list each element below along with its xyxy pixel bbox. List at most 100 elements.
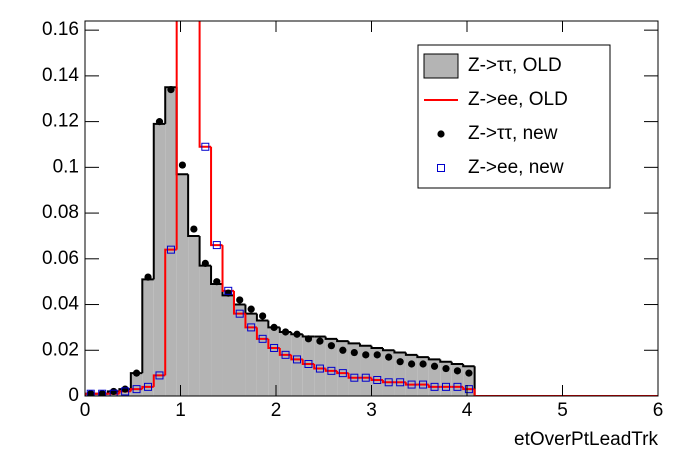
- data-point: [86, 389, 95, 396]
- data-point: [293, 330, 301, 338]
- histogram-step: [347, 373, 361, 379]
- histogram-step: [175, 21, 178, 250]
- legend: Z->ττ, OLD Z->ee, OLD Z->ττ, new Z->ee, new: [417, 44, 611, 189]
- histogram-bar: [451, 363, 464, 396]
- histogram-bar: [256, 320, 269, 396]
- histogram-step: [381, 379, 395, 384]
- histogram-step: [255, 313, 269, 322]
- histogram-step: [404, 352, 418, 356]
- histogram-step: [370, 377, 383, 381]
- legend-swatch: [437, 164, 445, 172]
- legend-swatch: [437, 130, 445, 138]
- histogram-step: [381, 347, 395, 352]
- data-point: [338, 369, 347, 378]
- y-tick-label: 0.12: [42, 111, 79, 132]
- data-point: [201, 259, 209, 267]
- data-point: [247, 305, 255, 313]
- histogram-step: [347, 341, 361, 345]
- legend-label: Z->ττ, OLD: [468, 55, 562, 76]
- histogram-bar: [371, 347, 383, 396]
- x-tick-label: 3: [366, 400, 377, 421]
- histogram-bar: [279, 331, 292, 396]
- histogram-bar: [440, 361, 452, 396]
- histogram-bar: [199, 265, 212, 396]
- histogram-bar: [405, 354, 418, 396]
- histogram-bar: [245, 313, 257, 396]
- data-point: [293, 355, 302, 364]
- x-tick-label: 1: [175, 400, 186, 421]
- data-point: [373, 351, 381, 359]
- data-point: [419, 380, 428, 389]
- histogram-bar: [142, 279, 154, 396]
- histogram-bar: [382, 350, 395, 396]
- plot-area: [85, 21, 658, 396]
- data-point: [350, 348, 358, 357]
- data-point: [247, 323, 256, 332]
- data-point: [430, 382, 439, 391]
- data-point: [259, 312, 267, 320]
- x-tick-label: 4: [462, 400, 473, 421]
- histogram-step: [462, 386, 475, 391]
- data-point: [87, 390, 95, 396]
- y-tick-label: 0.04: [42, 294, 79, 315]
- histogram-step: [324, 336, 338, 340]
- data-point: [385, 353, 393, 361]
- data-point: [224, 286, 233, 295]
- histogram-step: [416, 354, 429, 359]
- histogram-bar: [428, 359, 441, 396]
- data-point: [132, 369, 141, 377]
- data-point: [190, 225, 198, 233]
- data-point: [419, 360, 427, 368]
- histogram-bar: [314, 336, 326, 396]
- data-point: [373, 375, 382, 384]
- data-point: [144, 273, 152, 281]
- histogram-bar: [176, 174, 189, 396]
- histogram-bar: [463, 366, 475, 396]
- data-point: [98, 390, 106, 396]
- data-point: [213, 278, 221, 286]
- histogram-bar: [302, 336, 315, 396]
- histogram-step: [141, 385, 154, 390]
- histogram-step: [427, 357, 441, 361]
- y-tick-label: 0.06: [42, 248, 79, 269]
- histogram-step: [439, 359, 452, 363]
- legend-label: Z->ττ, new: [468, 123, 558, 144]
- histogram-step: [198, 21, 212, 148]
- x-axis-label: etOverPtLeadTrk: [514, 429, 658, 450]
- histogram-bar: [222, 295, 234, 396]
- data-point: [304, 335, 313, 343]
- histogram-step: [255, 327, 269, 340]
- legend-swatch: [423, 53, 459, 79]
- histogram-bar: [130, 373, 143, 396]
- histogram-step: [370, 345, 383, 349]
- data-point: [327, 342, 335, 350]
- data-point: [270, 343, 279, 352]
- data-point: [155, 371, 164, 380]
- histogram-bar: [337, 341, 349, 396]
- data-point: [121, 387, 130, 396]
- histogram-step: [129, 388, 143, 392]
- data-point: [235, 309, 244, 318]
- histogram-bar: [417, 357, 429, 396]
- histogram-bar: [268, 327, 280, 396]
- histogram-step: [359, 343, 372, 347]
- data-point: [224, 289, 232, 297]
- histogram-step: [404, 382, 418, 386]
- histogram-step: [278, 347, 292, 356]
- data-point: [258, 334, 267, 343]
- data-point: [166, 245, 175, 254]
- histogram-step: [187, 174, 200, 237]
- y-tick-label: 0.14: [42, 65, 79, 86]
- y-tick-label: 0.08: [42, 202, 79, 223]
- data-point: [396, 378, 405, 387]
- data-point: [132, 385, 141, 394]
- histogram-bar: [348, 343, 361, 396]
- data-point: [327, 366, 336, 375]
- data-point: [453, 367, 462, 375]
- data-point: [167, 85, 175, 94]
- histogram-step: [462, 363, 475, 368]
- x-tick-label: 6: [653, 400, 664, 421]
- legend-label: Z->ee, new: [468, 157, 564, 178]
- data-point: [304, 359, 313, 368]
